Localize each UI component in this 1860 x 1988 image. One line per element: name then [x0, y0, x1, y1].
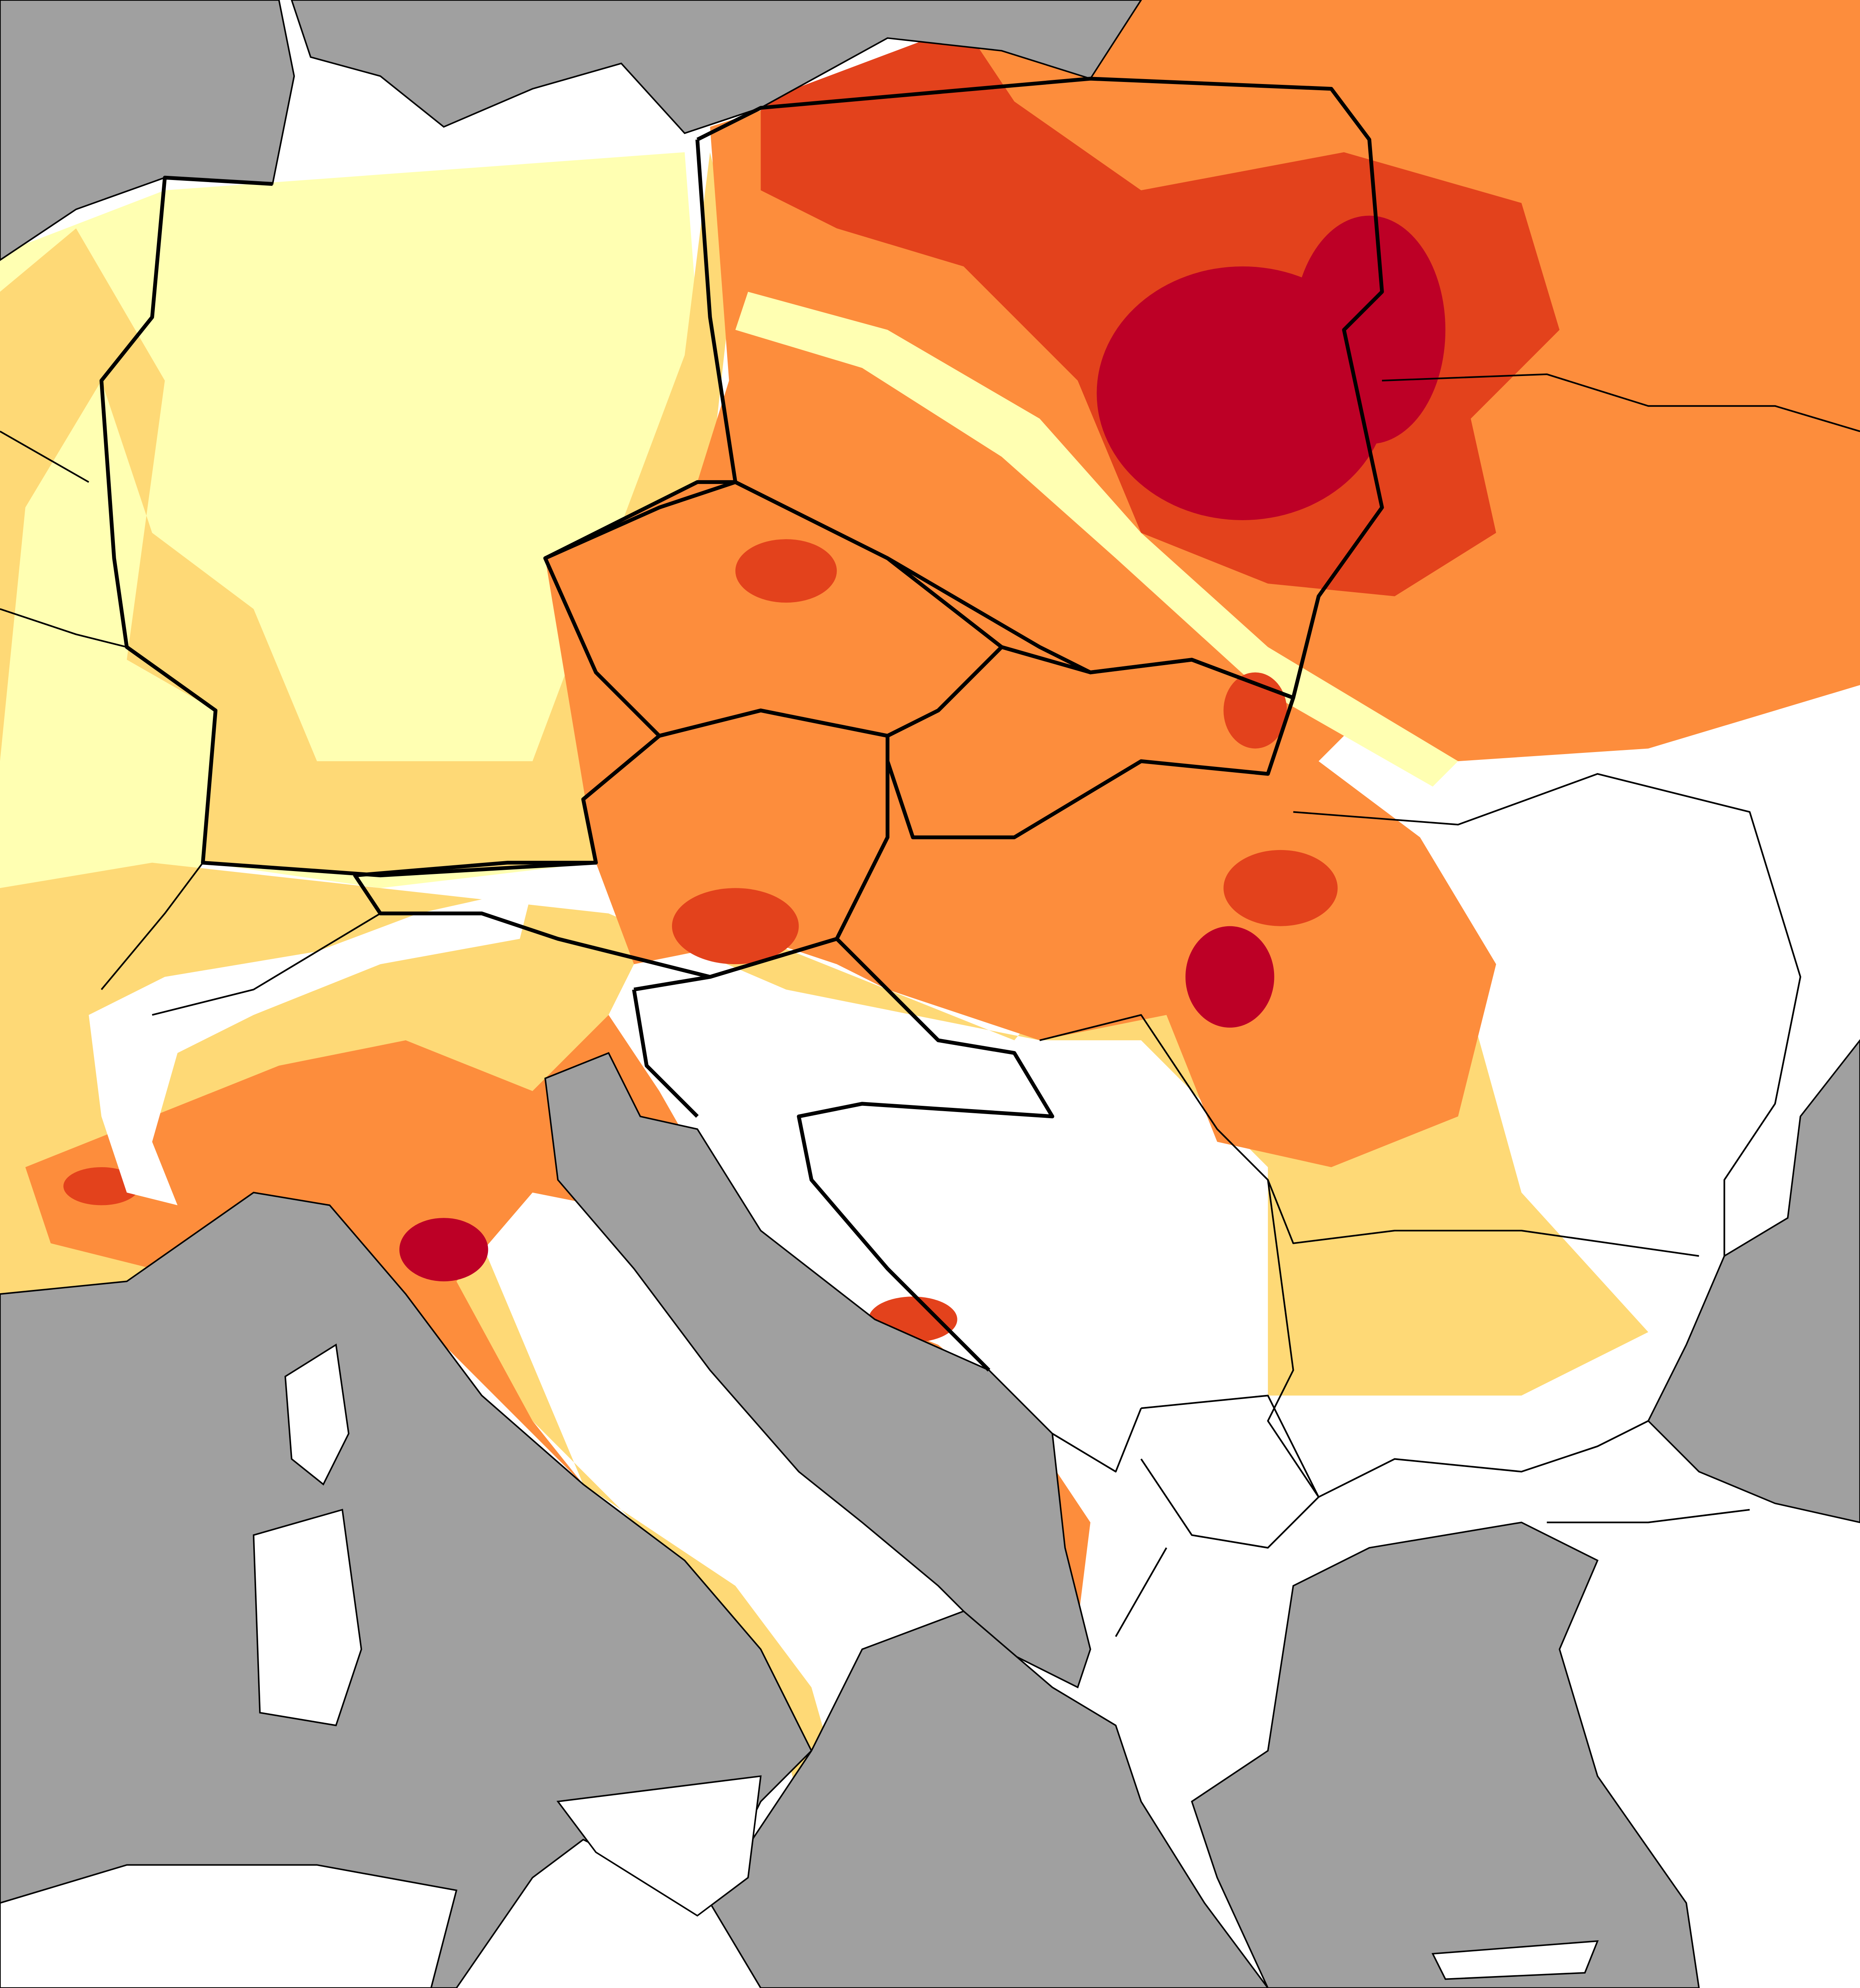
heat-red: [63, 1167, 140, 1205]
heat-dark-red: [399, 1218, 488, 1282]
thin-borders: [0, 373, 1860, 1637]
heat-red: [735, 539, 837, 603]
aegean-sea: [1191, 1521, 1700, 1988]
black-sea: [1647, 1039, 1860, 1523]
heat-field: [0, 0, 1860, 1802]
sardinia: [252, 1509, 362, 1726]
austria-border: [353, 708, 889, 979]
slovakia-border: [885, 645, 1295, 839]
adriatic-sea: [544, 1052, 1091, 1689]
germany-border: [99, 139, 737, 878]
corsica: [284, 1343, 350, 1486]
tyrrhenian-sea: [0, 1191, 812, 1988]
crete: [1431, 1940, 1599, 1980]
heat-orange: [25, 1015, 1091, 1624]
heat-dark-red: [1185, 926, 1274, 1028]
north-africa: [0, 1864, 457, 1988]
heat-red: [672, 888, 799, 965]
heat-dark-red: [1293, 215, 1446, 444]
heat-pale-band: [735, 292, 1458, 787]
islands: [0, 1343, 1599, 1988]
poland-border: [696, 77, 1384, 700]
ionian-sea: [709, 1610, 1269, 1988]
borders: [0, 77, 1860, 1637]
slovenia-croatia-border: [632, 937, 1055, 1372]
heat-red: [1223, 850, 1338, 926]
heat-white-alps: [89, 888, 533, 1205]
sicily: [556, 1775, 762, 1917]
